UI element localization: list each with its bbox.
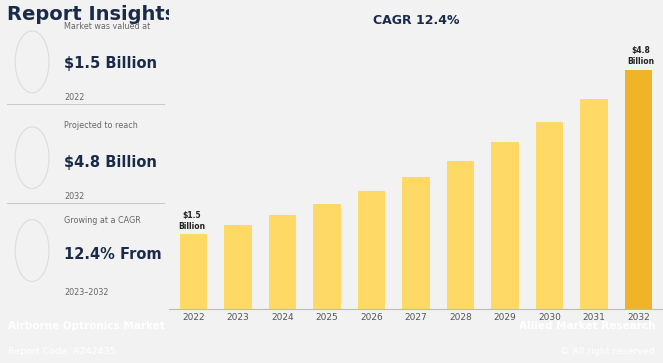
Text: 2023–2032: 2023–2032 bbox=[64, 287, 109, 297]
Text: Projected to reach: Projected to reach bbox=[64, 121, 138, 130]
Text: $4.8 Billion: $4.8 Billion bbox=[64, 155, 157, 170]
Bar bbox=[313, 204, 341, 309]
Text: © All right reserved: © All right reserved bbox=[560, 347, 655, 356]
Bar bbox=[536, 122, 564, 309]
Bar bbox=[625, 70, 652, 309]
Text: Report Insights: Report Insights bbox=[7, 5, 176, 24]
Text: Growing at a CAGR: Growing at a CAGR bbox=[64, 216, 141, 225]
Text: Airborne Optronics Market: Airborne Optronics Market bbox=[8, 321, 165, 331]
Bar bbox=[269, 216, 296, 309]
Text: 12.4% From: 12.4% From bbox=[64, 248, 162, 262]
Bar bbox=[580, 99, 608, 309]
Text: Report Code: A242435: Report Code: A242435 bbox=[8, 347, 116, 356]
Bar bbox=[224, 225, 252, 309]
Text: 2032: 2032 bbox=[64, 192, 84, 201]
Text: 2022: 2022 bbox=[64, 93, 85, 102]
Text: Allied Market Research: Allied Market Research bbox=[518, 321, 655, 331]
Bar bbox=[180, 234, 208, 309]
Text: Market was valued at: Market was valued at bbox=[64, 22, 151, 30]
Text: $1.5 Billion: $1.5 Billion bbox=[64, 56, 157, 71]
Bar bbox=[358, 191, 385, 309]
Text: $4.8
Billion: $4.8 Billion bbox=[627, 46, 654, 66]
Bar bbox=[447, 160, 474, 309]
Bar bbox=[491, 142, 519, 309]
Text: $1.5
Billion: $1.5 Billion bbox=[178, 211, 205, 231]
Text: CAGR 12.4%: CAGR 12.4% bbox=[373, 14, 459, 27]
Bar bbox=[402, 176, 430, 309]
